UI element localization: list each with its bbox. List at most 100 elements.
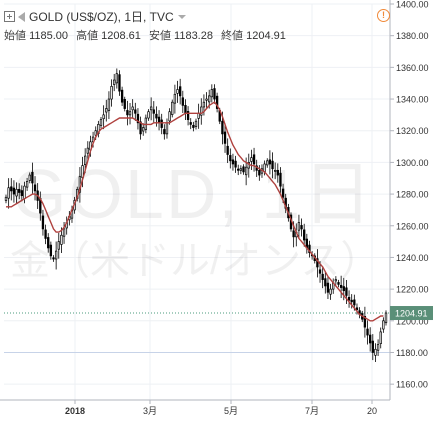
candle-body: [15, 188, 18, 197]
candle-body: [202, 101, 206, 108]
candle-body: [350, 299, 353, 303]
y-tick-label: 1320.00: [396, 126, 429, 136]
symbol-title[interactable]: GOLD (US$/OZ), 1日, TVC: [29, 10, 174, 24]
candle-body: [102, 114, 105, 120]
collapse-arrow-icon[interactable]: [18, 12, 25, 22]
candle-body: [239, 168, 243, 171]
candle-body: [179, 86, 182, 97]
y-tick-label: 1400.00: [396, 0, 429, 10]
moving-average-line: [6, 101, 384, 322]
candle-body: [308, 244, 311, 254]
candle-body: [157, 116, 161, 124]
candle-body: [316, 258, 319, 268]
alert-icon[interactable]: !: [377, 9, 390, 22]
x-tick-label: 20: [367, 406, 377, 416]
candle-body: [152, 109, 155, 114]
y-tick-label: 1260.00: [396, 221, 429, 231]
candle-body: [339, 284, 343, 288]
candle-body: [379, 331, 382, 344]
candle-body: [186, 111, 190, 120]
candle-body: [155, 113, 158, 119]
chevron-down-icon[interactable]: [177, 15, 186, 19]
candle-body: [120, 89, 124, 103]
candle-body: [281, 188, 285, 198]
candle-body: [25, 181, 29, 188]
candle-body: [324, 278, 327, 287]
candle-body: [334, 279, 338, 282]
candle-body: [160, 119, 163, 128]
candle-body: [229, 155, 232, 162]
candle-body: [113, 79, 116, 85]
low-value: 1183.28: [174, 30, 213, 42]
candle-body: [244, 166, 248, 176]
y-tick-label: 1340.00: [396, 95, 429, 105]
candle-body: [142, 127, 145, 132]
candle-body: [347, 297, 351, 301]
candle-body: [355, 307, 359, 311]
candle-body: [33, 184, 37, 192]
candle-body: [20, 190, 23, 197]
expand-icon[interactable]: [4, 11, 15, 22]
candle-body: [274, 169, 277, 172]
candle-body: [252, 154, 256, 165]
candle-body: [12, 187, 16, 195]
candle-body: [342, 286, 345, 292]
candle-body: [384, 312, 388, 324]
candle-body: [139, 121, 142, 135]
candle-body: [215, 95, 219, 109]
candle-body: [128, 111, 132, 116]
candle-body: [131, 106, 134, 111]
chart-header[interactable]: GOLD (US$/OZ), 1日, TVC: [4, 8, 186, 25]
candle-body: [115, 73, 118, 84]
candle-body: [337, 282, 340, 285]
candle-body: [213, 88, 216, 100]
candle-body: [194, 120, 198, 127]
candle-body: [62, 228, 66, 237]
candle-body: [234, 160, 237, 168]
candle-body: [44, 229, 47, 239]
candle-body: [60, 234, 63, 245]
candle-body: [31, 171, 34, 184]
candle-body: [363, 316, 367, 328]
x-tick-label: 7月: [305, 406, 319, 416]
candle-body: [318, 269, 322, 274]
candle-body: [41, 215, 45, 230]
candle-body: [126, 110, 129, 116]
y-tick-label: 1280.00: [396, 190, 429, 200]
candle-body: [134, 109, 137, 114]
candle-body: [279, 172, 282, 187]
candle-body: [176, 89, 179, 94]
ohlc-readout: 始値 1185.00 高値 1208.61 安値 1183.28 終値 1204…: [4, 27, 291, 43]
candle-body: [28, 174, 31, 181]
candle-body: [271, 160, 274, 170]
last-price-label: 1204.91: [395, 309, 428, 319]
open-value: 1185.00: [29, 30, 69, 42]
candle-body: [221, 120, 224, 135]
candle-body: [321, 273, 324, 280]
candle-body: [184, 105, 187, 114]
candle-body: [374, 348, 377, 356]
candle-body: [118, 74, 121, 92]
candle-body: [47, 237, 50, 249]
candle-body: [208, 95, 211, 103]
candle-body: [371, 340, 374, 353]
candle-body: [147, 111, 150, 119]
candle-body: [110, 86, 113, 100]
candle-body: [173, 93, 177, 104]
candle-body: [266, 160, 269, 166]
y-tick-label: 1160.00: [396, 380, 428, 390]
candle-body: [123, 99, 126, 109]
candle-body: [52, 257, 55, 260]
candle-body: [366, 328, 369, 336]
candle-body: [210, 89, 213, 98]
low-label: 安値: [148, 30, 171, 42]
candle-body: [94, 130, 97, 136]
watermark-symbol: GOLD, 1日: [12, 155, 375, 233]
candle-body: [86, 147, 89, 154]
candle-body: [205, 98, 208, 101]
candle-body: [268, 159, 272, 165]
candle-body: [4, 196, 8, 201]
candle-body: [99, 119, 103, 126]
